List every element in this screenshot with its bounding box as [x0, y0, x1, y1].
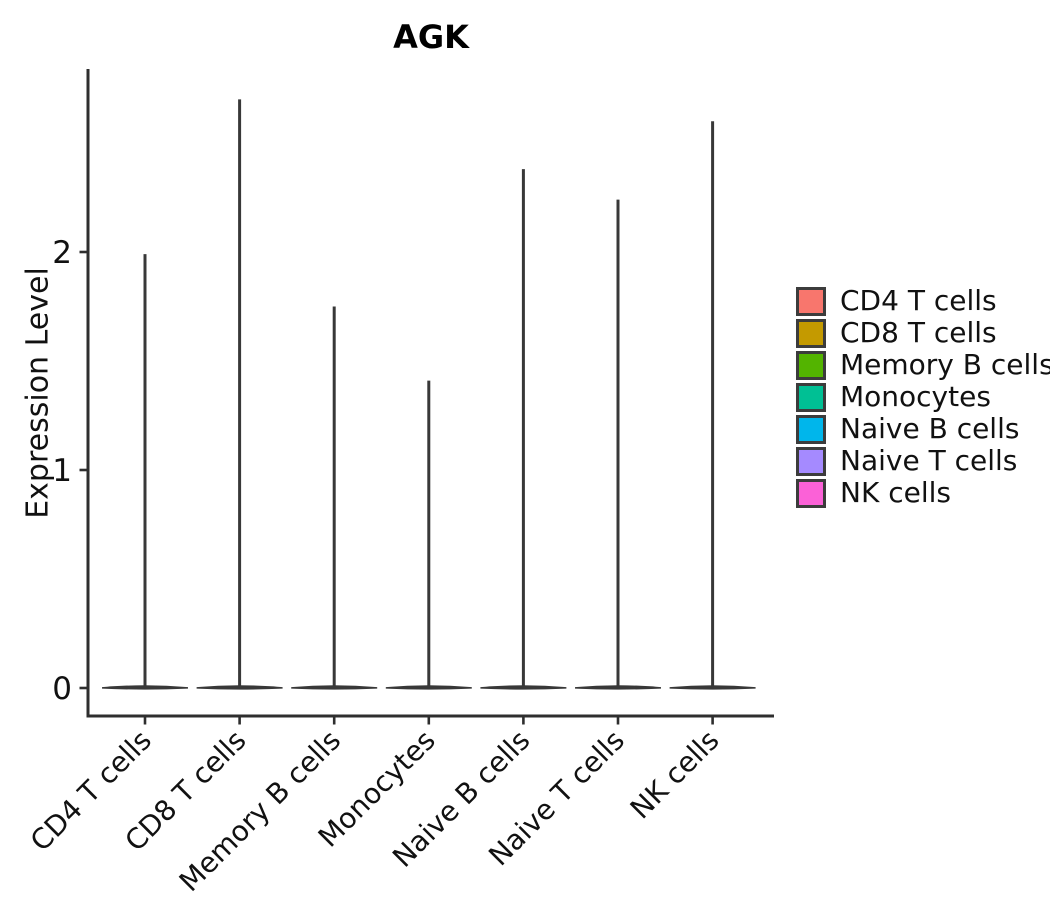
plot-title: AGK	[393, 18, 469, 56]
violin-base	[102, 685, 188, 690]
violin-base	[291, 685, 378, 690]
violin-base	[480, 685, 567, 690]
y-tick-label: 0	[52, 671, 72, 707]
violin-base	[385, 685, 472, 690]
y-tick-label: 1	[52, 453, 72, 489]
legend-label: Naive T cells	[840, 444, 1018, 477]
violin-base	[196, 685, 283, 690]
legend-label: CD8 T cells	[840, 316, 997, 349]
legend-key-swatch	[796, 318, 826, 348]
x-tick-label: NK cells	[624, 724, 726, 826]
legend-key-swatch	[796, 350, 826, 380]
legend-label: Monocytes	[840, 380, 991, 413]
legend-item: CD4 T cells	[796, 285, 1050, 317]
y-tick-label: 2	[52, 235, 72, 271]
legend-key-swatch	[796, 382, 826, 412]
legend-item: CD8 T cells	[796, 317, 1050, 349]
legend-item: Monocytes	[796, 381, 1050, 413]
legend-item: NK cells	[796, 477, 1050, 509]
legend: CD4 T cells CD8 T cells Memory B cells Mono…	[796, 285, 1050, 509]
legend-key-swatch	[796, 478, 826, 508]
legend-label: Memory B cells	[840, 348, 1050, 381]
y-axis-title: Expression Level	[20, 267, 56, 519]
violin-base	[669, 685, 756, 690]
legend-key-swatch	[796, 286, 826, 316]
legend-item: Naive T cells	[796, 445, 1050, 477]
x-tick-label: Memory B cells	[173, 724, 347, 898]
legend-label: CD4 T cells	[840, 284, 997, 317]
legend-key-swatch	[796, 446, 826, 476]
legend-item: Memory B cells	[796, 349, 1050, 381]
legend-item: Naive B cells	[796, 413, 1050, 445]
legend-key-swatch	[796, 414, 826, 444]
legend-label: NK cells	[840, 476, 951, 509]
legend-label: Naive B cells	[840, 412, 1020, 445]
violin-base	[575, 685, 661, 690]
